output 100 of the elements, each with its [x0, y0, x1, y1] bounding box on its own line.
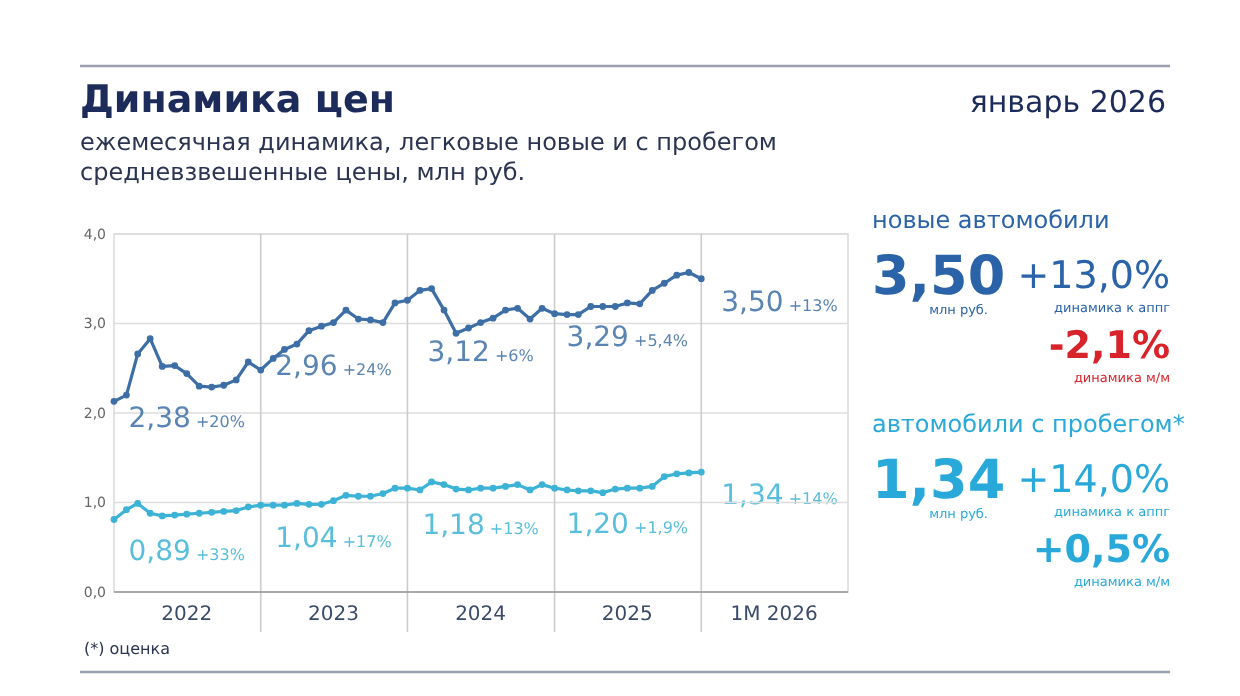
point [171, 511, 179, 519]
point [465, 486, 472, 494]
point [599, 303, 607, 310]
point [685, 469, 693, 477]
point [611, 303, 619, 310]
point [110, 516, 118, 523]
point [416, 486, 424, 494]
x-tick-label: 2022 [161, 604, 213, 626]
point [171, 362, 179, 369]
point [551, 310, 558, 318]
point [587, 303, 595, 310]
point [673, 470, 681, 478]
point [195, 382, 203, 390]
point [660, 279, 668, 287]
x-tick-label: 2024 [455, 604, 507, 626]
point [269, 501, 277, 509]
x-tick-label: 2023 [308, 604, 359, 626]
point [208, 508, 216, 516]
point [648, 286, 656, 294]
point [318, 500, 325, 508]
point [514, 304, 521, 312]
point [477, 484, 484, 492]
point [281, 346, 288, 353]
point [404, 484, 411, 492]
point [269, 355, 277, 362]
point [538, 304, 546, 312]
point [305, 500, 313, 508]
point [183, 370, 191, 378]
point [220, 381, 228, 389]
point [685, 269, 693, 276]
text: новые автомобили [872, 206, 1110, 234]
point [574, 487, 582, 495]
point [232, 376, 240, 384]
point [244, 358, 252, 366]
point [599, 489, 607, 497]
point [355, 492, 362, 500]
point [623, 299, 631, 307]
point [355, 315, 362, 323]
point [502, 482, 509, 490]
point [673, 271, 681, 279]
point [293, 499, 301, 507]
point [514, 481, 521, 488]
point [489, 314, 497, 322]
point [195, 509, 203, 517]
text: +0,5% [1032, 528, 1170, 572]
x-tick-label: 1M 2026 [730, 604, 818, 626]
point [342, 306, 350, 314]
point [379, 490, 387, 497]
point [367, 492, 374, 500]
point [404, 296, 411, 304]
x-tick-label: 2025 [601, 604, 653, 626]
point [257, 501, 265, 509]
text: +14,0% [1017, 458, 1170, 502]
point [574, 311, 582, 318]
point [183, 510, 191, 518]
point [134, 350, 142, 358]
point [110, 397, 118, 405]
annotation: 0,89 +33% [128, 536, 246, 569]
annotation: 1,04 +17% [275, 522, 393, 555]
line-series [110, 269, 705, 405]
text: (*) оценка [84, 640, 171, 658]
point [477, 319, 484, 327]
point [428, 285, 435, 292]
point [123, 506, 130, 514]
point [208, 383, 216, 391]
point [244, 503, 252, 511]
point [391, 299, 399, 307]
point [563, 311, 571, 318]
annotation: 1,18 +13% [422, 510, 540, 543]
point [305, 327, 313, 335]
point [134, 499, 142, 507]
point [367, 316, 374, 324]
annotation: 2,38 +20% [128, 402, 246, 435]
point [232, 507, 240, 514]
point [648, 482, 656, 490]
annotation: 1,20 +1,9% [566, 508, 689, 541]
point [526, 486, 534, 494]
point [330, 319, 337, 327]
point [220, 508, 228, 515]
point [293, 340, 301, 348]
point [526, 315, 534, 323]
point [697, 468, 705, 476]
point [452, 329, 460, 337]
point [440, 481, 448, 488]
point [551, 484, 558, 492]
text: +13,0% [1017, 254, 1170, 298]
point [636, 484, 644, 492]
point [538, 481, 546, 488]
chart-title: Динамика цен [80, 78, 395, 122]
point [158, 363, 166, 370]
point [257, 366, 265, 374]
point [318, 322, 325, 330]
point [623, 484, 631, 492]
annotation: 3,29 +5,4% [566, 321, 689, 354]
point [452, 485, 460, 493]
point [563, 486, 571, 494]
annotation: 3,50 +13% [721, 286, 839, 319]
point [502, 306, 509, 314]
point [391, 484, 399, 492]
point [416, 286, 424, 294]
